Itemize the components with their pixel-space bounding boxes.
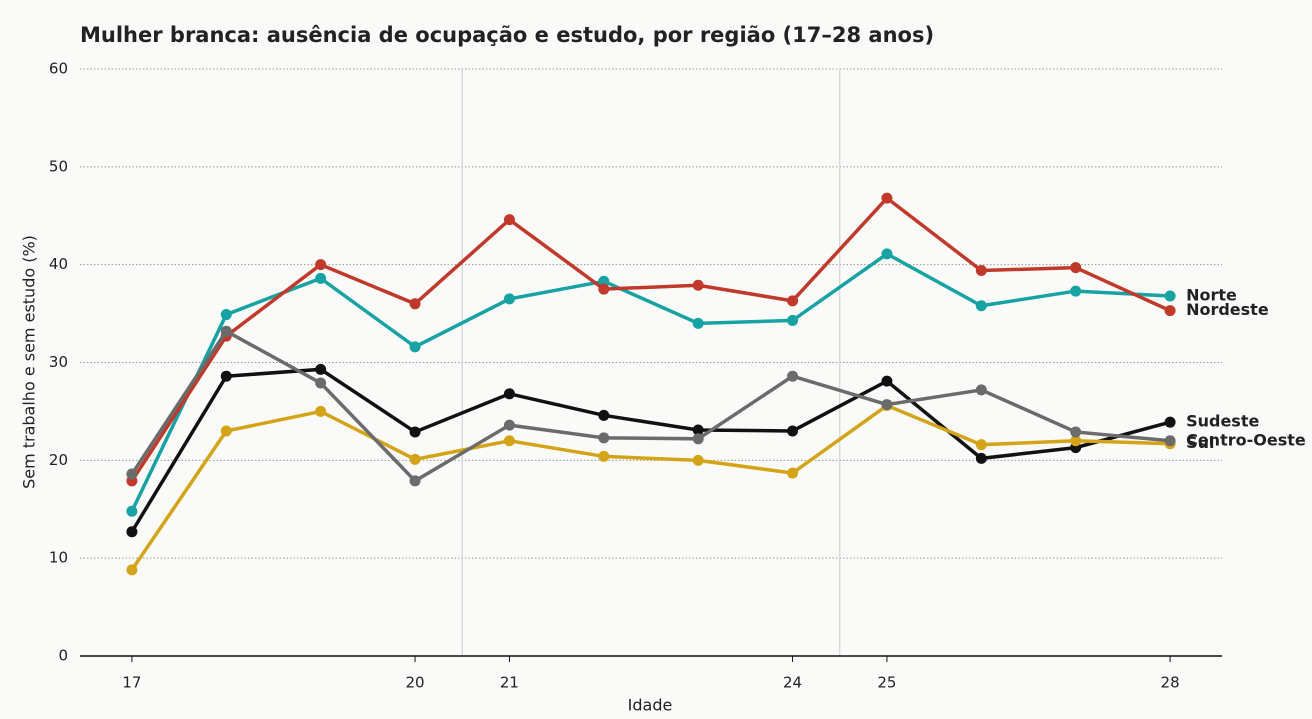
data-point: [409, 341, 421, 353]
x-tick-label: 21: [500, 674, 519, 692]
data-point: [315, 405, 327, 417]
data-point: [787, 467, 799, 479]
data-point: [503, 214, 515, 226]
data-point: [503, 419, 515, 431]
data-point: [315, 272, 327, 284]
series-label: Sul: [1186, 433, 1214, 452]
data-point: [692, 279, 704, 291]
data-point: [1070, 262, 1082, 274]
data-point: [1164, 416, 1176, 428]
data-point: [692, 317, 704, 329]
data-point: [503, 435, 515, 447]
data-point: [315, 377, 327, 389]
data-point: [787, 370, 799, 382]
data-point: [409, 426, 421, 438]
y-tick-label: 40: [49, 255, 68, 273]
data-point: [975, 384, 987, 396]
series-label: Norte: [1186, 285, 1237, 304]
data-point: [975, 452, 987, 464]
data-point: [787, 295, 799, 307]
data-point: [975, 439, 987, 451]
data-point: [126, 564, 138, 576]
data-point: [1070, 435, 1082, 447]
x-axis-label: Idade: [628, 696, 673, 715]
data-point: [409, 453, 421, 465]
data-point: [975, 265, 987, 277]
data-point: [1164, 305, 1176, 317]
data-point: [598, 409, 610, 421]
data-point: [1164, 290, 1176, 302]
data-point: [1070, 285, 1082, 297]
data-point: [692, 454, 704, 466]
y-axis-label: Sem trabalho e sem estudo (%): [20, 235, 39, 489]
series-label: Sudeste: [1186, 412, 1259, 431]
data-point: [692, 424, 704, 436]
data-point: [975, 300, 987, 312]
data-point: [1070, 426, 1082, 438]
data-point: [220, 425, 232, 437]
data-point: [503, 388, 515, 400]
data-point: [409, 475, 421, 487]
data-point: [881, 192, 893, 204]
y-tick-label: 60: [49, 60, 68, 78]
data-point: [503, 293, 515, 305]
x-tick-label: 25: [877, 674, 896, 692]
series-line: [130, 403, 1171, 571]
data-point: [881, 399, 893, 411]
x-tick-label: 28: [1161, 674, 1180, 692]
x-tick-label: 17: [122, 674, 141, 692]
data-point: [220, 309, 232, 321]
y-tick-label: 10: [49, 549, 68, 567]
x-tick-label: 20: [406, 674, 425, 692]
data-point: [126, 526, 138, 538]
series-line: [130, 195, 1171, 482]
data-point: [220, 325, 232, 337]
series-line: [130, 367, 1171, 533]
data-point: [409, 298, 421, 310]
series-label: Centro-Oeste: [1186, 430, 1306, 449]
y-tick-label: 20: [49, 451, 68, 469]
y-tick-label: 30: [49, 353, 68, 371]
data-point: [598, 283, 610, 295]
data-point: [598, 275, 610, 287]
data-point: [1164, 435, 1176, 447]
series-line: [130, 328, 1171, 484]
data-point: [315, 259, 327, 271]
data-point: [598, 432, 610, 444]
series-label: Nordeste: [1186, 300, 1269, 319]
chart-title: Mulher branca: ausência de ocupação e es…: [80, 23, 934, 47]
series-line: [130, 251, 1171, 512]
y-tick-label: 0: [58, 647, 68, 665]
data-point: [787, 425, 799, 437]
data-point: [881, 248, 893, 260]
data-point: [692, 433, 704, 445]
data-point: [315, 363, 327, 375]
x-tick-label: 24: [783, 674, 802, 692]
data-point: [126, 468, 138, 480]
y-tick-label: 50: [49, 157, 68, 175]
data-point: [598, 450, 610, 462]
data-point: [787, 314, 799, 326]
data-point: [126, 505, 138, 517]
data-point: [881, 375, 893, 387]
data-point: [220, 370, 232, 382]
